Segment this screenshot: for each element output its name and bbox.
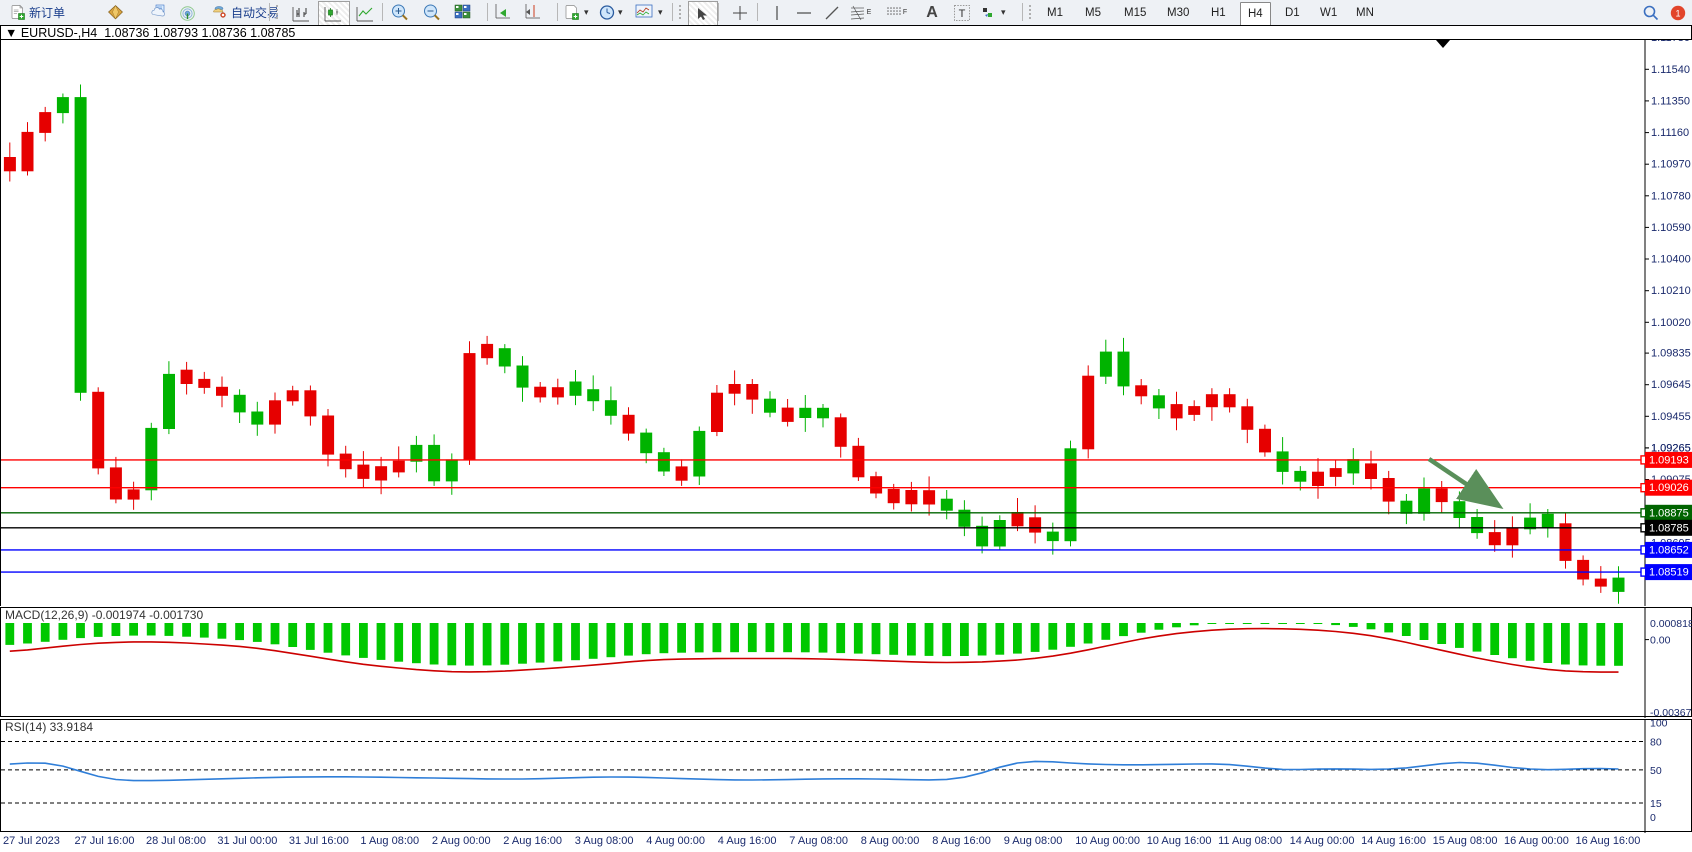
svg-text:9 Aug 08:00: 9 Aug 08:00 [1004, 835, 1063, 847]
svg-text:1.08652: 1.08652 [1649, 544, 1689, 556]
svg-text:3 Aug 08:00: 3 Aug 08:00 [575, 835, 634, 847]
svg-text:8 Aug 00:00: 8 Aug 00:00 [861, 835, 920, 847]
svg-text:1.10020: 1.10020 [1651, 317, 1691, 329]
svg-text:1.09835: 1.09835 [1651, 348, 1691, 360]
svg-text:T: T [959, 8, 966, 20]
svg-text:10 Aug 00:00: 10 Aug 00:00 [1075, 835, 1140, 847]
svg-text:7 Aug 08:00: 7 Aug 08:00 [789, 835, 848, 847]
svg-text:0.000818: 0.000818 [1650, 618, 1692, 630]
svg-text:2 Aug 00:00: 2 Aug 00:00 [432, 835, 491, 847]
svg-text:14 Aug 16:00: 14 Aug 16:00 [1361, 835, 1426, 847]
svg-text:1 Aug 08:00: 1 Aug 08:00 [360, 835, 419, 847]
svg-text:1: 1 [1675, 8, 1680, 18]
svg-text:27 Jul 2023: 27 Jul 2023 [3, 835, 60, 847]
svg-text:1.11540: 1.11540 [1651, 64, 1690, 76]
svg-text:10 Aug 16:00: 10 Aug 16:00 [1147, 835, 1212, 847]
svg-text:16 Aug 00:00: 16 Aug 00:00 [1504, 835, 1569, 847]
svg-text:50: 50 [1650, 765, 1662, 777]
svg-text:80: 80 [1650, 737, 1662, 749]
svg-text:100: 100 [1650, 720, 1668, 730]
svg-text:1.08875: 1.08875 [1649, 507, 1689, 519]
svg-text:1.11730: 1.11730 [1651, 40, 1690, 44]
svg-text:1.08519: 1.08519 [1649, 567, 1689, 579]
svg-text:1.11350: 1.11350 [1651, 95, 1690, 107]
svg-text:1.10780: 1.10780 [1651, 190, 1691, 202]
svg-text:MACD(12,26,9) -0.001974 -0.001: MACD(12,26,9) -0.001974 -0.001730 [5, 608, 203, 622]
svg-text:1.10590: 1.10590 [1651, 222, 1691, 234]
svg-text:-0.003677: -0.003677 [1650, 707, 1692, 718]
svg-text:4 Aug 00:00: 4 Aug 00:00 [646, 835, 705, 847]
svg-text:1.11160: 1.11160 [1651, 127, 1689, 139]
svg-text:15 Aug 08:00: 15 Aug 08:00 [1433, 835, 1498, 847]
svg-text:1.08785: 1.08785 [1649, 522, 1689, 534]
svg-text:1.10210: 1.10210 [1651, 285, 1691, 297]
svg-text:1.10970: 1.10970 [1651, 159, 1691, 171]
svg-text:1.09193: 1.09193 [1649, 454, 1689, 466]
svg-text:8 Aug 16:00: 8 Aug 16:00 [932, 835, 991, 847]
svg-text:4 Aug 16:00: 4 Aug 16:00 [718, 835, 777, 847]
svg-text:2 Aug 16:00: 2 Aug 16:00 [503, 835, 562, 847]
svg-text:31 Jul 16:00: 31 Jul 16:00 [289, 835, 349, 847]
svg-text:RSI(14) 33.9184: RSI(14) 33.9184 [5, 720, 93, 734]
svg-text:27 Jul 16:00: 27 Jul 16:00 [75, 835, 135, 847]
svg-text:15: 15 [1650, 798, 1662, 810]
svg-text:11 Aug 08:00: 11 Aug 08:00 [1218, 835, 1282, 847]
svg-text:1.10400: 1.10400 [1651, 254, 1691, 266]
svg-text:0: 0 [1650, 812, 1656, 824]
svg-text:16 Aug 16:00: 16 Aug 16:00 [1576, 835, 1641, 847]
svg-text:1.09645: 1.09645 [1651, 379, 1691, 391]
svg-text:14 Aug 00:00: 14 Aug 00:00 [1290, 835, 1355, 847]
svg-text:1.09455: 1.09455 [1651, 411, 1691, 423]
svg-text:31 Jul 00:00: 31 Jul 00:00 [217, 835, 277, 847]
svg-text:28 Jul 08:00: 28 Jul 08:00 [146, 835, 206, 847]
svg-text:1.09026: 1.09026 [1649, 482, 1689, 494]
svg-text:0.00: 0.00 [1650, 635, 1671, 647]
